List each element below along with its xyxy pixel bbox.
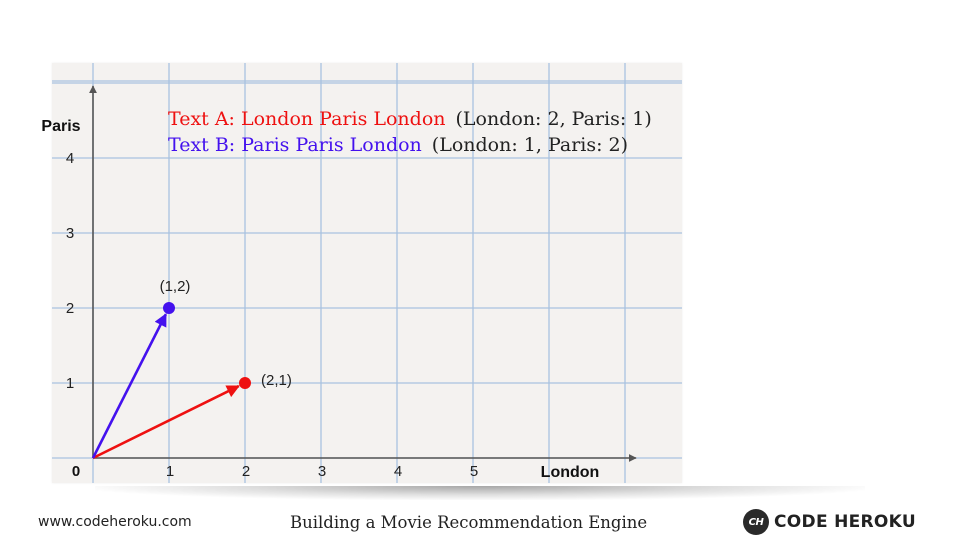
footer-title: Building a Movie Recommendation Engine (290, 513, 648, 532)
footer-shadow (95, 486, 865, 500)
x-axis-label: London (541, 464, 600, 481)
footer-url[interactable]: www.codeheroku.com (38, 514, 192, 530)
x-tick-label: 3 (318, 463, 326, 480)
brand-logo-icon: CH (743, 509, 769, 535)
legend-text-a-label: Text A: London Paris London (168, 108, 446, 130)
vector-point (239, 377, 251, 389)
legend-text-b-label: Text B: Paris Paris London (168, 134, 422, 156)
y-axis-label: Paris (41, 118, 80, 135)
x-tick-label: 4 (394, 463, 402, 480)
legend-text-a-counts: (London: 2, Paris: 1) (455, 108, 652, 130)
y-tick-label: 4 (66, 150, 74, 167)
y-tick-label: 1 (66, 375, 74, 392)
brand-name: CODE HEROKU (774, 512, 916, 532)
legend-text-a: Text A: London Paris London (London: 2, P… (168, 108, 652, 130)
vector-arrow (91, 313, 167, 459)
vector-arrow (92, 384, 240, 460)
brand: CH CODE HEROKU (743, 508, 916, 536)
y-tick-label: 3 (66, 225, 74, 242)
legend-text-b: Text B: Paris Paris London (London: 1, Pa… (168, 134, 628, 156)
graph-paper (52, 63, 682, 483)
x-tick-label: 5 (470, 463, 478, 480)
vector-point (163, 302, 175, 314)
x-tick-label: 1 (166, 463, 174, 480)
x-tick-label: 2 (242, 463, 250, 480)
vector-label: (1,2) (160, 278, 191, 295)
legend-text-b-counts: (London: 1, Paris: 2) (431, 134, 629, 156)
y-tick-label: 2 (66, 300, 74, 317)
origin-label: 0 (72, 463, 80, 480)
vector-label: (2,1) (261, 372, 292, 389)
